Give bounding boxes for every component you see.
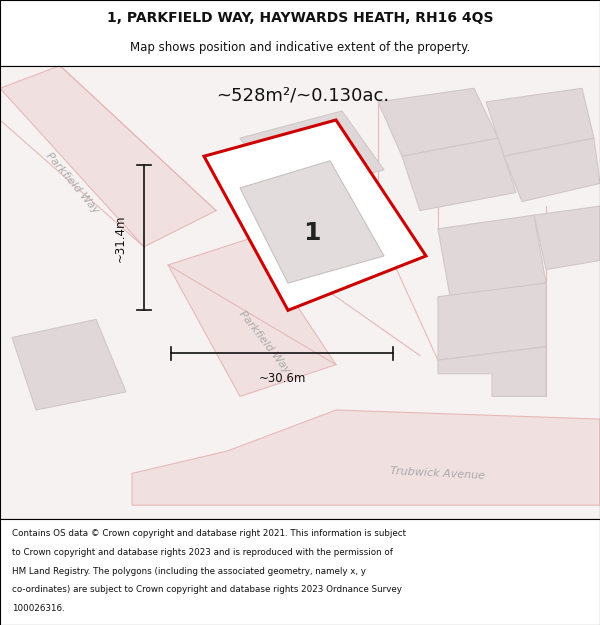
- Text: to Crown copyright and database rights 2023 and is reproduced with the permissio: to Crown copyright and database rights 2…: [12, 548, 393, 557]
- Polygon shape: [240, 161, 384, 283]
- Text: Contains OS data © Crown copyright and database right 2021. This information is : Contains OS data © Crown copyright and d…: [12, 529, 406, 538]
- Text: co-ordinates) are subject to Crown copyright and database rights 2023 Ordnance S: co-ordinates) are subject to Crown copyr…: [12, 585, 402, 594]
- Polygon shape: [438, 215, 546, 297]
- Polygon shape: [486, 88, 594, 156]
- Text: Map shows position and indicative extent of the property.: Map shows position and indicative extent…: [130, 41, 470, 54]
- Text: ~30.6m: ~30.6m: [259, 372, 305, 385]
- Polygon shape: [438, 346, 546, 396]
- Polygon shape: [438, 283, 546, 360]
- Text: 1, PARKFIELD WAY, HAYWARDS HEATH, RH16 4QS: 1, PARKFIELD WAY, HAYWARDS HEATH, RH16 4…: [107, 11, 493, 26]
- Text: ~31.4m: ~31.4m: [113, 214, 127, 261]
- Polygon shape: [534, 206, 600, 269]
- Text: HM Land Registry. The polygons (including the associated geometry, namely x, y: HM Land Registry. The polygons (includin…: [12, 566, 366, 576]
- Polygon shape: [0, 66, 216, 247]
- Polygon shape: [504, 138, 600, 201]
- Polygon shape: [378, 88, 498, 156]
- Polygon shape: [168, 238, 336, 396]
- Text: 100026316.: 100026316.: [12, 604, 65, 612]
- Text: 1: 1: [303, 221, 321, 245]
- Text: Parkfield Way: Parkfield Way: [44, 151, 100, 216]
- Polygon shape: [132, 410, 600, 505]
- Polygon shape: [240, 111, 384, 197]
- Polygon shape: [204, 120, 426, 310]
- Text: Parkfield Way: Parkfield Way: [236, 309, 292, 375]
- Polygon shape: [12, 319, 126, 410]
- Text: ~528m²/~0.130ac.: ~528m²/~0.130ac.: [216, 86, 389, 104]
- Polygon shape: [402, 138, 516, 211]
- Text: Trubwick Avenue: Trubwick Avenue: [391, 466, 485, 481]
